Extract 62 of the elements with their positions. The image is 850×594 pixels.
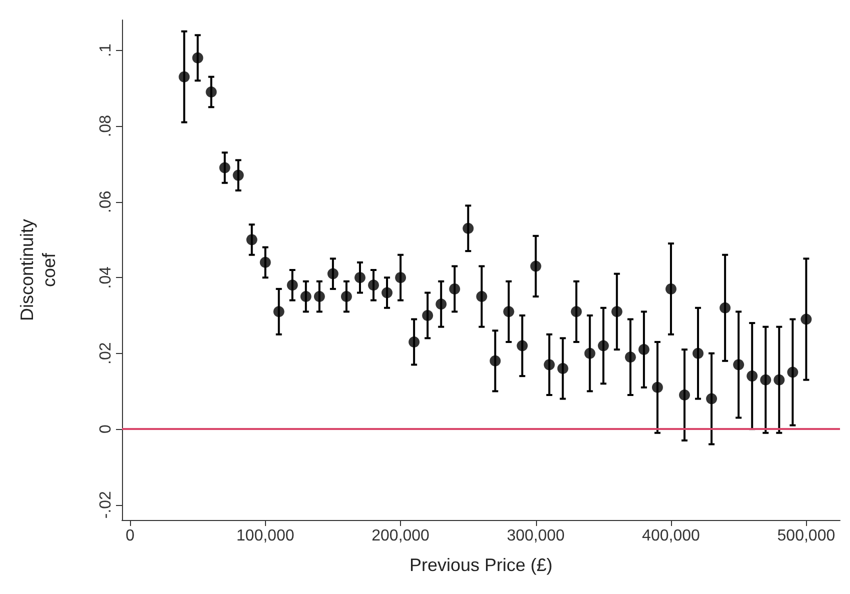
point: [395, 272, 406, 284]
point: [706, 393, 718, 404]
point: [557, 362, 568, 374]
point: [286, 280, 298, 291]
point: [300, 291, 312, 302]
x-tick-label: 100,000: [236, 528, 294, 544]
x-tick-label: 300,000: [506, 528, 565, 544]
point: [436, 298, 447, 310]
point: [462, 222, 474, 234]
point: [692, 348, 704, 359]
point: [733, 359, 744, 370]
point: [544, 359, 555, 370]
point: [516, 340, 528, 352]
point: [232, 170, 244, 181]
y-tick-label: -.02: [98, 490, 114, 519]
y-axis-title: Discontinuity coef: [17, 218, 59, 322]
y-tick-label: .04: [98, 266, 114, 289]
point: [800, 314, 812, 325]
point: [192, 52, 204, 64]
x-tick-label: 400,000: [642, 528, 700, 544]
point: [246, 234, 258, 246]
point: [260, 256, 271, 268]
y-tick-label: .02: [98, 342, 114, 364]
point: [273, 306, 284, 318]
y-tick-label: 0: [98, 424, 114, 434]
point: [206, 86, 217, 98]
x-tick-label: 0: [126, 528, 135, 544]
point: [787, 366, 798, 378]
y-tick-label: .1: [98, 44, 114, 57]
point: [720, 302, 731, 314]
x-tick-label: 500,000: [777, 528, 836, 544]
point: [665, 283, 676, 294]
point: [382, 287, 393, 298]
point: [746, 370, 758, 382]
point: [327, 268, 338, 280]
point: [476, 291, 488, 302]
point: [584, 348, 596, 359]
x-axis-title: Previous Price (£): [409, 555, 553, 575]
point: [340, 291, 352, 302]
point: [611, 306, 622, 318]
y-tick-label: .06: [98, 190, 114, 213]
point: [503, 306, 514, 318]
point: [449, 283, 460, 294]
point: [368, 280, 380, 291]
point: [760, 374, 772, 386]
point: [408, 336, 420, 348]
point: [570, 306, 582, 318]
point: [314, 291, 325, 302]
point: [638, 344, 650, 356]
point: [774, 374, 785, 386]
point: [422, 310, 434, 321]
point: [679, 390, 690, 400]
point: [530, 260, 542, 272]
point: [624, 352, 636, 363]
point: [652, 382, 663, 393]
point: [354, 272, 366, 284]
point: [598, 340, 609, 352]
point: [178, 71, 190, 82]
point: [490, 355, 501, 366]
point: [219, 162, 230, 174]
y-tick-label: .08: [98, 114, 114, 138]
x-tick-label: 200,000: [372, 528, 430, 544]
